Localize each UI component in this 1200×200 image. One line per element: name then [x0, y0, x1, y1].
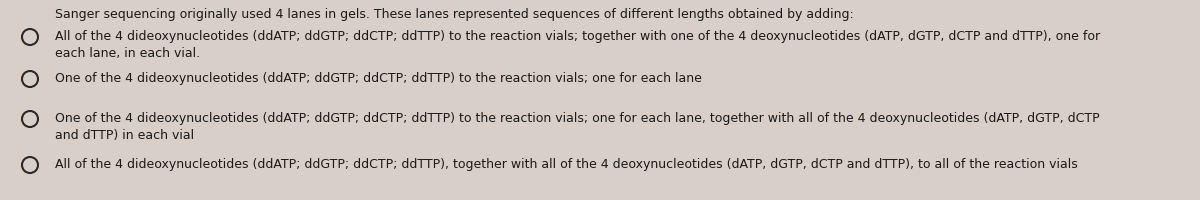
- Text: All of the 4 dideoxynucleotides (ddATP; ddGTP; ddCTP; ddTTP) to the reaction via: All of the 4 dideoxynucleotides (ddATP; …: [55, 30, 1100, 60]
- Text: Sanger sequencing originally used 4 lanes in gels. These lanes represented seque: Sanger sequencing originally used 4 lane…: [55, 8, 853, 21]
- Text: One of the 4 dideoxynucleotides (ddATP; ddGTP; ddCTP; ddTTP) to the reaction via: One of the 4 dideoxynucleotides (ddATP; …: [55, 72, 702, 85]
- Text: One of the 4 dideoxynucleotides (ddATP; ddGTP; ddCTP; ddTTP) to the reaction via: One of the 4 dideoxynucleotides (ddATP; …: [55, 112, 1099, 142]
- Text: All of the 4 dideoxynucleotides (ddATP; ddGTP; ddCTP; ddTTP), together with all : All of the 4 dideoxynucleotides (ddATP; …: [55, 158, 1078, 171]
